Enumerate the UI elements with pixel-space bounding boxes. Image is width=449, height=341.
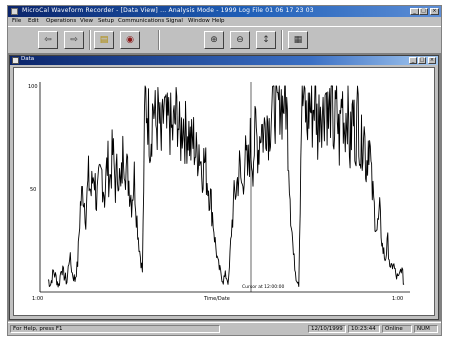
toolbar-separator [281,30,283,50]
y-tick-label-top: 100 [28,84,38,90]
menu-edit[interactable]: Edit [28,18,39,24]
cursor-icon[interactable]: ↕ [256,31,276,49]
status-help-text: For Help, press F1 [10,325,220,333]
status-numlock: NUM [414,325,438,333]
menu-bar: File Edit Operations View Setup Communic… [8,17,441,26]
toolbar: ⇦ ⇨ ▤ ◉ ⊕ ⊖ ↕ ▦ [8,26,441,54]
zoom-out-icon[interactable]: ⊖ [230,31,250,49]
toolbar-separator [158,30,160,50]
status-bar: For Help, press F1 12/10/1999 10:23:44 O… [8,322,441,335]
record-icon[interactable]: ◉ [120,31,140,49]
window-title: MicroCal Waveform Recorder - [Data View]… [22,7,314,14]
menu-setup[interactable]: Setup [98,18,115,24]
series-layer [47,85,405,288]
data-child-window: Data _ □ × 100 50 1:00 Time/Date 1:00 Cu… [10,56,438,319]
menu-operations[interactable]: Operations [46,18,77,24]
menu-view[interactable]: View [80,18,94,24]
x-axis-label: Time/Date [203,296,230,302]
x-tick-label-end: 1:00 [392,296,403,302]
document-icon[interactable] [12,57,19,64]
menu-signal[interactable]: Signal [166,18,183,24]
menu-window[interactable]: Window [188,18,210,24]
waveform-chart[interactable]: 100 50 1:00 Time/Date 1:00 Cursor at 12:… [14,68,434,315]
folder-icon[interactable]: ▤ [94,31,114,49]
x-tick-label-start: 1:00 [32,296,43,302]
menu-file[interactable]: File [12,18,22,24]
open-icon[interactable]: ⇦ [38,31,58,49]
status-time: 10:23:44 [348,325,380,333]
close-button[interactable]: × [430,8,439,15]
maximize-button[interactable]: □ [419,8,428,15]
cursor-label: Cursor at 12:00:00 [242,284,285,290]
mdi-workspace: Data _ □ × 100 50 1:00 Time/Date 1:00 Cu… [8,54,441,321]
series-line [47,85,405,288]
status-date: 12/10/1999 [308,325,346,333]
title-bar[interactable]: MicroCal Waveform Recorder - [Data View]… [8,6,441,17]
plot-area[interactable]: 100 50 1:00 Time/Date 1:00 Cursor at 12:… [13,67,435,316]
child-window-title: Data [21,56,35,62]
toolbar-separator [89,30,91,50]
application-window: MicroCal Waveform Recorder - [Data View]… [8,6,441,335]
app-icon[interactable] [11,8,18,15]
child-minimize-button[interactable]: _ [409,57,417,64]
child-close-button[interactable]: × [428,57,436,64]
child-maximize-button[interactable]: □ [418,57,426,64]
status-connection: Online [382,325,412,333]
menu-communications[interactable]: Communications [118,18,165,24]
save-icon[interactable]: ⇨ [64,31,84,49]
print-icon[interactable]: ▦ [288,31,308,49]
y-tick-label-mid: 50 [30,187,36,193]
zoom-in-icon[interactable]: ⊕ [204,31,224,49]
menu-help[interactable]: Help [212,18,225,24]
minimize-button[interactable]: _ [410,8,419,15]
child-title-bar[interactable]: Data _ □ × [10,56,438,65]
